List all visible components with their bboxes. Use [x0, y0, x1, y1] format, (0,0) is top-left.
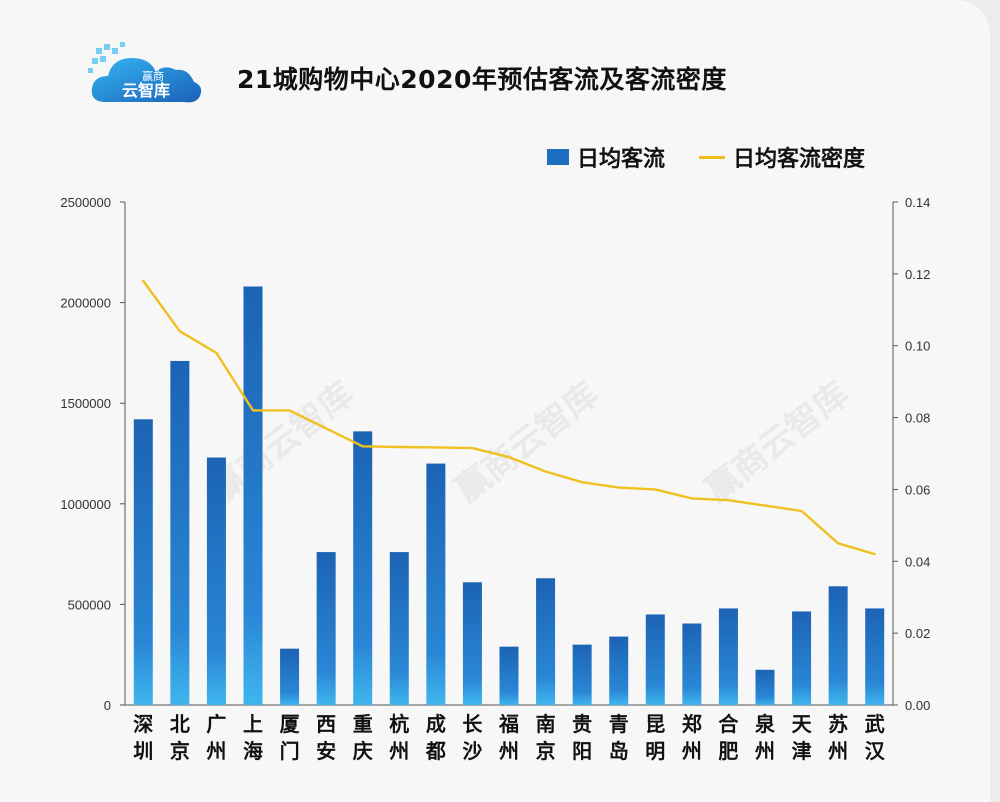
legend-swatch-line	[699, 155, 726, 159]
legend-item-line: 日均客流密度	[699, 141, 865, 173]
y-right-tick-label: 0.02	[905, 626, 930, 641]
x-tick-label: 青岛	[609, 712, 629, 763]
bar	[280, 648, 300, 705]
bar	[572, 644, 592, 705]
y-right-tick-label: 0.08	[905, 411, 930, 426]
bar	[353, 431, 373, 705]
x-tick-label: 贵阳	[572, 712, 592, 763]
x-tick-label: 北京	[170, 712, 190, 763]
x-tick-label: 成都	[425, 712, 446, 763]
bar	[462, 582, 482, 705]
x-tick-label: 西安	[316, 712, 336, 763]
y-left-tick-label: 500000	[68, 597, 111, 612]
legend-label-bar: 日均客流	[577, 147, 666, 172]
x-tick-label: 广州	[206, 712, 226, 763]
x-tick-label: 长沙	[462, 712, 483, 763]
bar	[536, 578, 556, 705]
y-left-tick-label: 2500000	[60, 195, 111, 210]
x-tick-label: 重庆	[353, 712, 373, 763]
bar	[243, 286, 263, 705]
y-left-tick-label: 1000000	[60, 497, 111, 512]
y-right-tick-label: 0.10	[905, 339, 930, 354]
x-tick-label: 泉州	[754, 712, 776, 763]
x-tick-label: 天津	[792, 712, 813, 763]
x-tick-label: 上海	[243, 712, 263, 763]
x-tick-label: 合肥	[718, 712, 739, 763]
legend-swatch-bar	[547, 149, 569, 165]
bar	[499, 646, 519, 705]
x-tick-label: 昆明	[645, 712, 665, 763]
bar	[389, 552, 409, 705]
bar	[645, 614, 665, 705]
x-tick-label: 苏州	[828, 712, 848, 763]
bar	[133, 419, 153, 705]
bar	[206, 457, 226, 705]
legend-item-bar: 日均客流	[547, 141, 665, 173]
bar	[609, 636, 629, 705]
bar	[865, 608, 885, 705]
bar	[682, 623, 702, 705]
y-right-tick-label: 0.04	[905, 554, 930, 569]
legend-label-line: 日均客流密度	[733, 147, 866, 172]
x-tick-label: 厦门	[280, 712, 301, 763]
x-tick-label: 深圳	[133, 712, 153, 763]
logo-icon: 赢商 云智库	[88, 42, 202, 103]
x-tick-label: 郑州	[682, 712, 702, 763]
x-tick-label: 武汉	[865, 712, 886, 763]
legend: 日均客流 日均客流密度	[547, 140, 899, 174]
x-tick-label: 福州	[498, 712, 519, 763]
bar	[426, 463, 446, 705]
svg-text:云智库: 云智库	[122, 81, 170, 100]
y-left-tick-label: 1500000	[60, 396, 111, 411]
y-right-tick-label: 0.00	[905, 698, 930, 713]
bar	[170, 360, 190, 705]
y-right-tick-label: 0.12	[905, 267, 930, 282]
x-tick-label: 南京	[536, 712, 556, 763]
bar	[316, 552, 336, 705]
svg-text:赢商: 赢商	[142, 69, 164, 83]
y-right-tick-label: 0.14	[905, 195, 930, 210]
bar	[828, 586, 848, 705]
y-left-tick-label: 2000000	[60, 296, 111, 311]
y-right-tick-label: 0.06	[905, 482, 930, 497]
bar	[755, 669, 775, 705]
chart-title: 21城购物中心2020年预估客流及客流密度	[237, 65, 727, 94]
bar	[718, 608, 738, 705]
y-left-tick-label: 0	[104, 698, 111, 713]
x-tick-label: 杭州	[389, 712, 409, 763]
bar	[792, 611, 812, 705]
